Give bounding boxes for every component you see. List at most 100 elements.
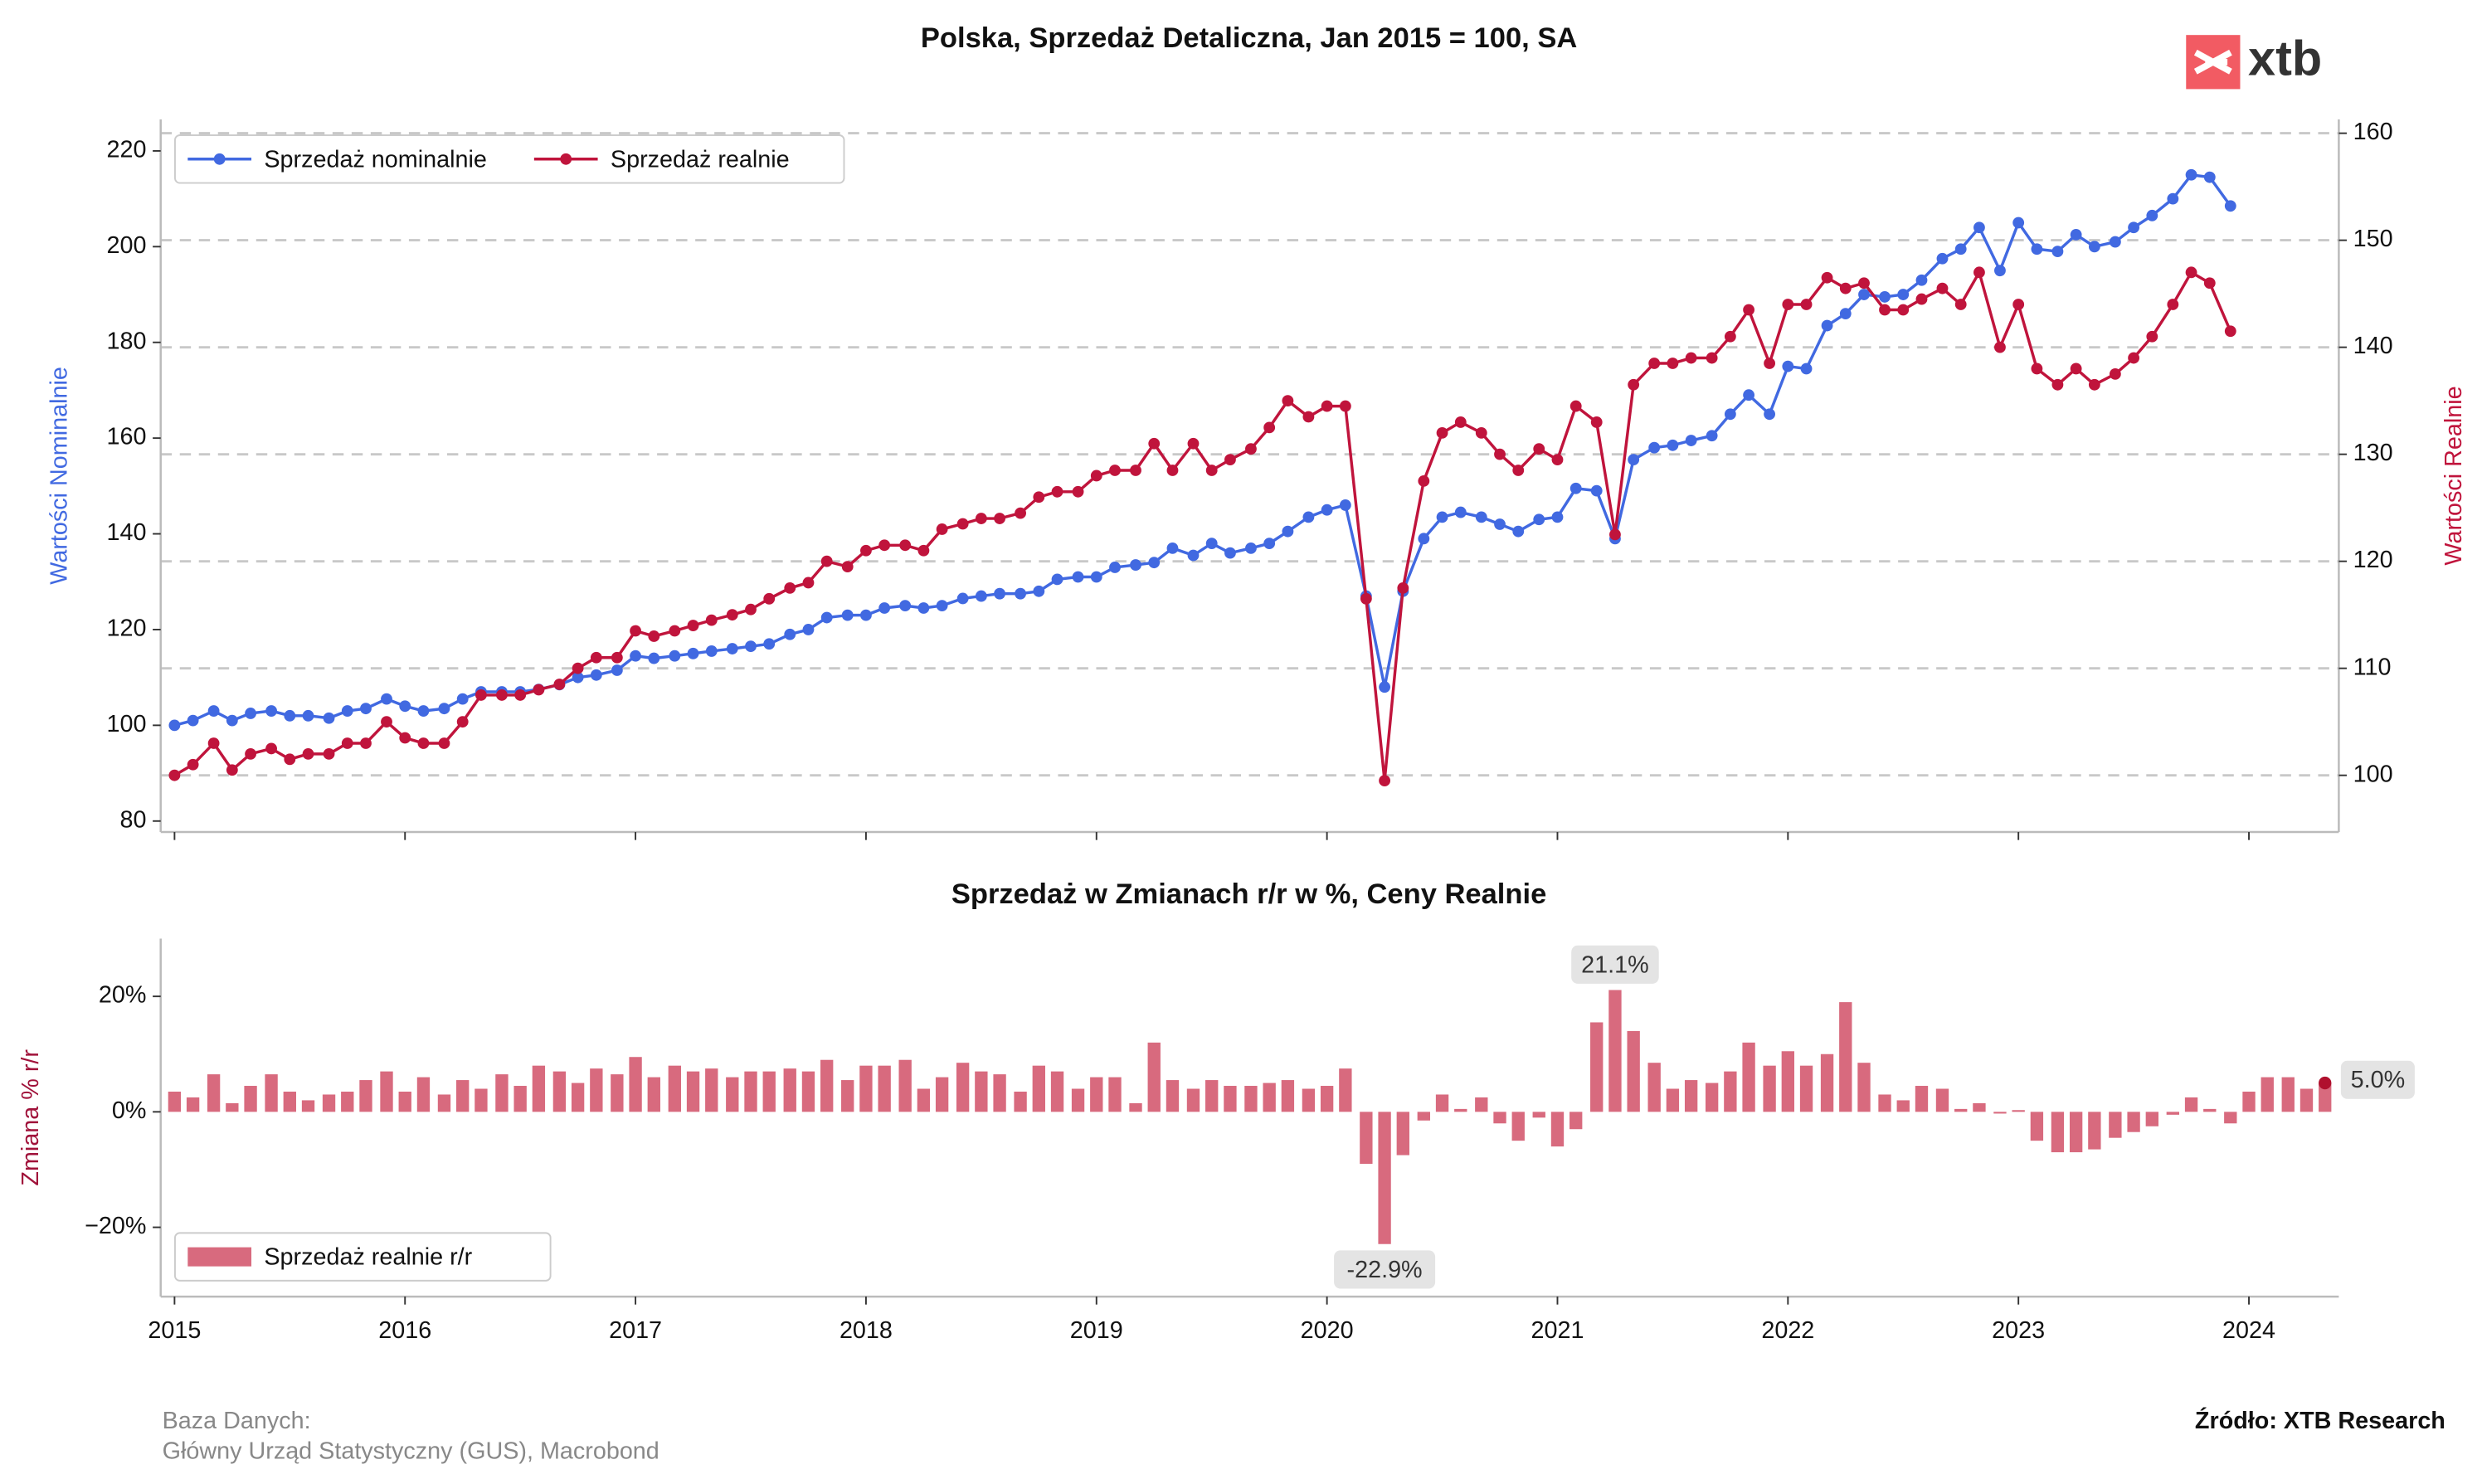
data-point bbox=[784, 628, 796, 640]
data-point bbox=[1418, 474, 1430, 487]
data-point bbox=[284, 753, 296, 766]
data-point bbox=[1072, 571, 1084, 583]
data-point bbox=[2203, 277, 2216, 290]
data-point bbox=[820, 611, 833, 624]
data-point bbox=[1166, 465, 1179, 476]
data-point bbox=[1724, 408, 1736, 421]
y-tick-label: 80 bbox=[119, 806, 146, 833]
data-point bbox=[1339, 400, 1351, 412]
data-point bbox=[1685, 435, 1697, 446]
bar bbox=[186, 1097, 200, 1112]
y2-tick-label: 100 bbox=[2353, 761, 2393, 787]
bar bbox=[2012, 1110, 2025, 1112]
value-label: 21.1% bbox=[1581, 951, 1649, 978]
data-point bbox=[975, 590, 987, 602]
bar bbox=[2184, 1097, 2198, 1112]
bar bbox=[2242, 1091, 2256, 1112]
bar bbox=[1705, 1083, 1719, 1112]
bar bbox=[1820, 1053, 1834, 1112]
data-point bbox=[1858, 277, 1870, 290]
legend-box bbox=[174, 1232, 552, 1282]
bar bbox=[1570, 1112, 1583, 1130]
data-point bbox=[1454, 416, 1467, 428]
bar bbox=[878, 1065, 891, 1112]
data-point bbox=[878, 539, 891, 552]
data-point bbox=[417, 737, 430, 749]
data-point bbox=[2031, 243, 2043, 255]
bar bbox=[1108, 1077, 1122, 1112]
data-point bbox=[1397, 582, 1409, 594]
data-point bbox=[1782, 360, 1794, 372]
data-point bbox=[187, 758, 199, 771]
value-label: 5.0% bbox=[2351, 1067, 2406, 1093]
y2-tick-label: 130 bbox=[2353, 440, 2393, 466]
data-point bbox=[302, 709, 314, 722]
logo: xtb bbox=[2186, 31, 2322, 90]
data-point bbox=[1187, 437, 1200, 450]
logo-icon bbox=[2193, 49, 2232, 75]
data-point bbox=[802, 577, 815, 589]
data-point bbox=[2128, 352, 2140, 364]
bar bbox=[705, 1068, 718, 1112]
bar bbox=[898, 1059, 912, 1112]
data-point bbox=[1858, 289, 1870, 300]
bar bbox=[744, 1071, 757, 1112]
data-point bbox=[1800, 299, 1813, 310]
data-point bbox=[381, 693, 392, 705]
bar bbox=[474, 1088, 488, 1112]
data-point bbox=[687, 620, 699, 631]
bar bbox=[2300, 1088, 2314, 1112]
data-point bbox=[1648, 441, 1661, 454]
data-point bbox=[417, 705, 430, 717]
bar bbox=[495, 1074, 509, 1112]
data-point bbox=[1321, 400, 1333, 412]
data-point bbox=[878, 602, 891, 614]
x-tick-label: 2019 bbox=[1070, 1317, 1123, 1344]
legend-label: Sprzedaż nominalnie bbox=[264, 146, 487, 173]
data-point bbox=[456, 716, 469, 728]
data-point bbox=[168, 769, 181, 781]
data-point bbox=[1743, 304, 1754, 316]
bar bbox=[1935, 1088, 1949, 1112]
bar bbox=[207, 1074, 221, 1112]
chart-title: Polska, Sprzedaż Detaliczna, Jan 2015 = … bbox=[921, 22, 1577, 54]
data-point bbox=[456, 693, 469, 705]
bar bbox=[956, 1063, 970, 1112]
bar bbox=[762, 1071, 776, 1112]
data-point bbox=[1551, 454, 1564, 465]
data-point bbox=[956, 592, 969, 605]
x-tick-label: 2022 bbox=[1761, 1317, 1814, 1344]
data-point bbox=[1187, 549, 1200, 562]
bar bbox=[1032, 1065, 1045, 1112]
bar bbox=[2224, 1112, 2237, 1124]
data-point bbox=[1418, 533, 1430, 545]
data-point bbox=[2224, 200, 2236, 212]
data-point bbox=[207, 705, 220, 717]
bar bbox=[647, 1077, 660, 1112]
value-label-box bbox=[1571, 945, 1659, 984]
bar bbox=[168, 1091, 182, 1112]
bar bbox=[2051, 1112, 2065, 1153]
data-point bbox=[1551, 511, 1564, 523]
data-point bbox=[1821, 319, 1833, 332]
data-point bbox=[2051, 378, 2064, 391]
data-point bbox=[1800, 362, 1813, 375]
x-tick-label: 2021 bbox=[1531, 1317, 1584, 1344]
bar bbox=[1339, 1068, 1352, 1112]
data-point bbox=[1954, 243, 1967, 255]
data-point bbox=[1379, 775, 1390, 787]
bar bbox=[726, 1077, 739, 1112]
data-point bbox=[2146, 209, 2158, 221]
bar bbox=[1050, 1071, 1064, 1112]
data-point bbox=[1205, 465, 1218, 476]
bar bbox=[1915, 1086, 1929, 1112]
data-point bbox=[2167, 192, 2179, 205]
bar bbox=[1724, 1071, 1737, 1112]
data-point bbox=[763, 638, 776, 650]
data-point bbox=[1915, 293, 1928, 305]
data-point bbox=[745, 603, 757, 615]
bar bbox=[1454, 1108, 1467, 1112]
x-tick-label: 2020 bbox=[1301, 1317, 1354, 1344]
data-point bbox=[2109, 236, 2121, 248]
data-point bbox=[860, 544, 872, 557]
